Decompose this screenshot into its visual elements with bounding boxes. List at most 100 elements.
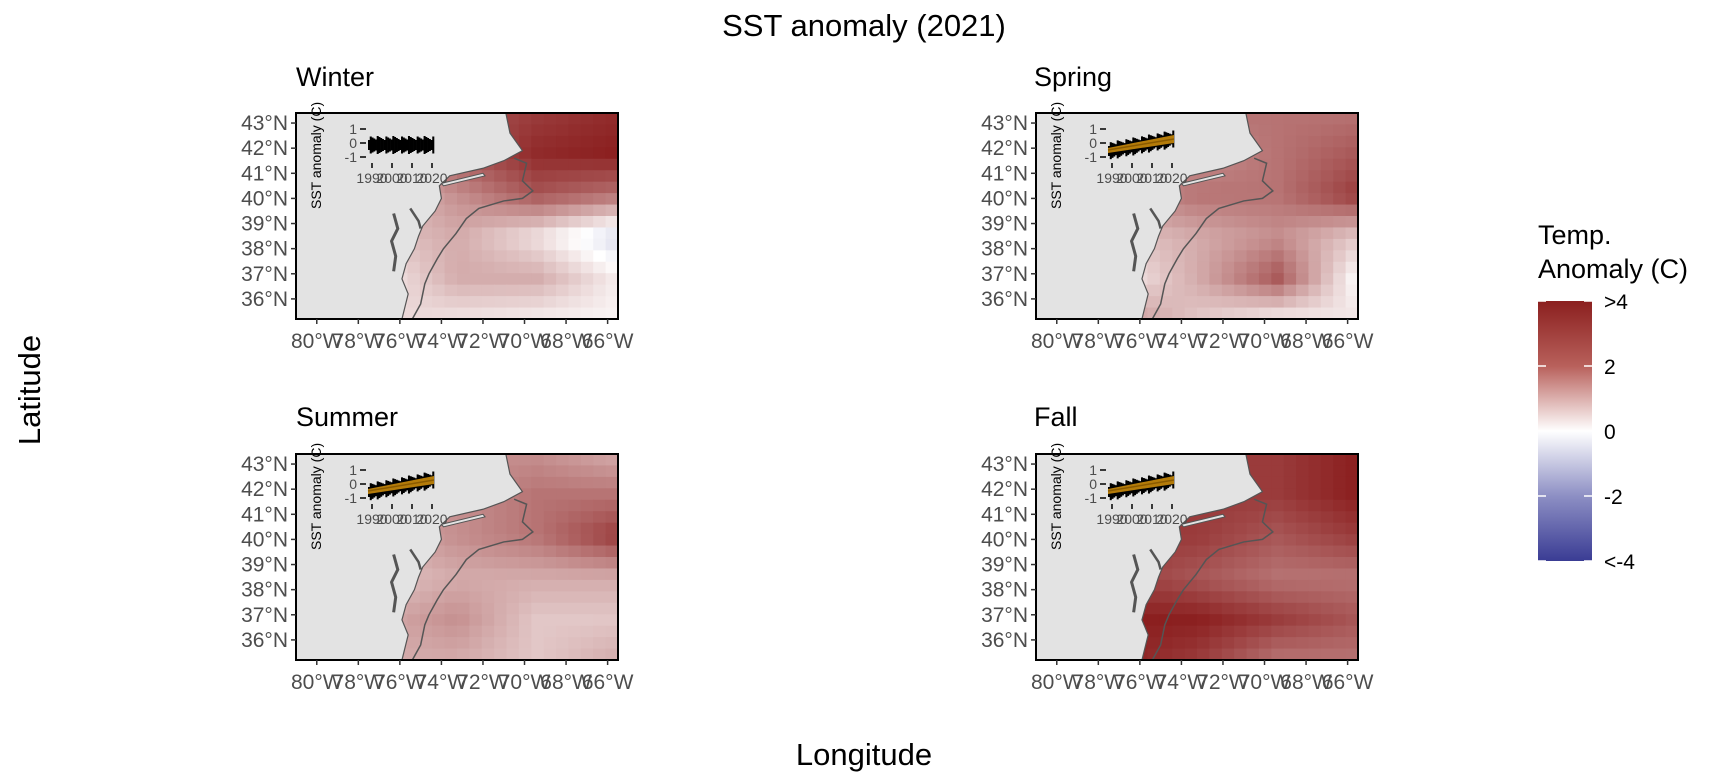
sst-cell (494, 181, 508, 194)
sst-cell (1172, 637, 1186, 650)
sst-cell (1258, 284, 1272, 297)
sst-cell (1184, 238, 1198, 251)
sst-cell (1345, 158, 1359, 171)
sst-cell (568, 625, 582, 638)
sst-cell (506, 454, 520, 467)
sst-cell (605, 511, 619, 524)
sst-cell (531, 238, 545, 251)
sst-cell (568, 250, 582, 263)
shelf-boundary (1151, 157, 1274, 320)
sst-cell (593, 511, 607, 524)
y-tick-label: 41°N (981, 162, 1028, 185)
sst-cell (1296, 579, 1310, 592)
delaware-bay (409, 548, 422, 570)
sst-cell (1271, 591, 1285, 604)
sst-cell (1283, 273, 1297, 286)
sst-cell (419, 637, 433, 650)
sst-cell (1283, 250, 1297, 263)
sst-cell (494, 579, 508, 592)
sst-cell (543, 476, 557, 489)
x-tick-label: 68°W (1280, 330, 1332, 353)
sst-cell (1147, 625, 1161, 638)
x-tick-label: 66°W (582, 330, 634, 353)
sst-cell (481, 637, 495, 650)
sst-cell (494, 591, 508, 604)
sst-cell (1320, 204, 1334, 217)
sst-cell (481, 614, 495, 627)
sst-cell (1246, 557, 1260, 570)
sst-cell (531, 454, 545, 467)
sst-cell (1221, 250, 1235, 263)
inset-bar (406, 139, 409, 151)
sst-cell (444, 534, 458, 547)
sst-cell (419, 568, 433, 581)
sst-cell (543, 557, 557, 570)
sst-cell (518, 614, 532, 627)
sst-cell (568, 227, 582, 240)
sst-cell (1283, 170, 1297, 183)
inset-y-tick-label: -1 (345, 149, 358, 165)
sst-cell (1172, 284, 1186, 297)
sst-cell (481, 238, 495, 251)
sst-cell (1246, 545, 1260, 558)
inset-x-tick-label: 2020 (416, 170, 447, 186)
sst-cell (1296, 648, 1310, 661)
sst-cell (543, 511, 557, 524)
inset-y-tick-label: 0 (1089, 135, 1097, 151)
sst-cell (518, 227, 532, 240)
sst-cell (556, 614, 570, 627)
sst-cell (1345, 216, 1359, 229)
sst-cell (1308, 454, 1322, 467)
sst-cell (1258, 625, 1272, 638)
x-tick-label: 68°W (540, 671, 592, 694)
sst-cell (1308, 227, 1322, 240)
sst-cell (1333, 204, 1347, 217)
shelf-boundary (411, 157, 534, 320)
sst-cell (1345, 284, 1359, 297)
sst-cell (605, 522, 619, 535)
sst-cell (1221, 614, 1235, 627)
sst-cell (518, 124, 532, 137)
sst-cell (481, 579, 495, 592)
sst-cell (518, 193, 532, 206)
inset-x-tick-label: 1990 (1096, 511, 1127, 527)
sst-cell (543, 147, 557, 160)
sst-cell (1296, 625, 1310, 638)
sst-cell (1320, 284, 1334, 297)
sst-cell (518, 557, 532, 570)
sst-cell (580, 238, 594, 251)
x-tick-label: 80°W (1031, 330, 1083, 353)
sst-cell (1296, 238, 1310, 251)
sst-cell (444, 591, 458, 604)
sst-cell (506, 591, 520, 604)
sst-cell (580, 124, 594, 137)
sst-cell (1246, 170, 1260, 183)
sst-cell (1184, 545, 1198, 558)
sst-cell (1184, 591, 1198, 604)
sst-cell (1172, 579, 1186, 592)
sst-cell (457, 261, 470, 274)
sst-cell (469, 591, 483, 604)
sst-cell (506, 499, 520, 512)
sst-cell (1246, 296, 1260, 309)
sst-cell (1258, 591, 1272, 604)
sst-cell (469, 625, 483, 638)
sst-cell (605, 625, 619, 638)
y-tick-label: 37°N (981, 604, 1028, 627)
sst-cell (1271, 579, 1285, 592)
sst-cell (1197, 614, 1210, 627)
sst-cell (1209, 216, 1223, 229)
sst-cell (605, 568, 619, 581)
sst-cell (1320, 499, 1334, 512)
sst-cell (1283, 204, 1297, 217)
sst-cell (1221, 181, 1235, 194)
inset-bar (432, 136, 435, 154)
sst-cell (543, 534, 557, 547)
sst-cell (1271, 602, 1285, 615)
sst-cell (1184, 273, 1198, 286)
sst-cell (1333, 181, 1347, 194)
sst-cell (580, 204, 594, 217)
sst-cell (518, 238, 532, 251)
sst-cell (1221, 522, 1235, 535)
sst-cell (605, 602, 619, 615)
